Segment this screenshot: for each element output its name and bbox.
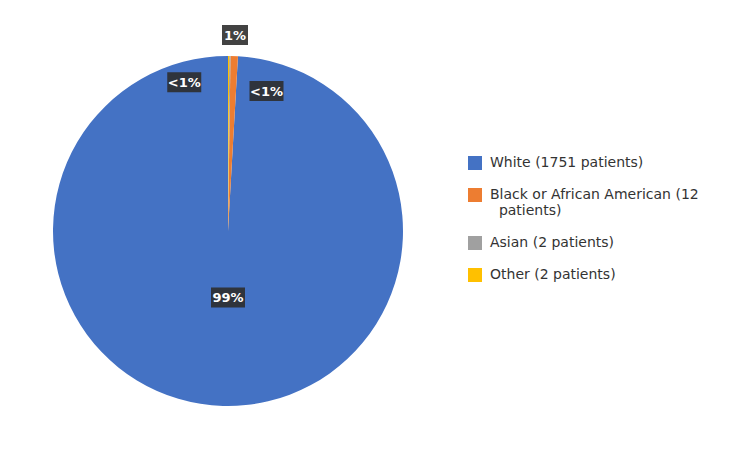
svg-text:<1%: <1% (168, 75, 201, 90)
svg-text:<1%: <1% (250, 84, 283, 99)
html-text:White (1751 patients): White (1751 patients) (490, 153, 644, 170)
svg-text:1%: 1% (224, 28, 246, 43)
html-text:patients): patients) (490, 201, 562, 218)
html-text:Asian (2 patients): Asian (2 patients) (490, 233, 615, 250)
html-text:Other (2 patients): Other (2 patients) (490, 265, 616, 282)
html-text:Black or African American (12: Black or African American (12 (490, 185, 699, 202)
svg-text:99%: 99% (212, 290, 243, 305)
